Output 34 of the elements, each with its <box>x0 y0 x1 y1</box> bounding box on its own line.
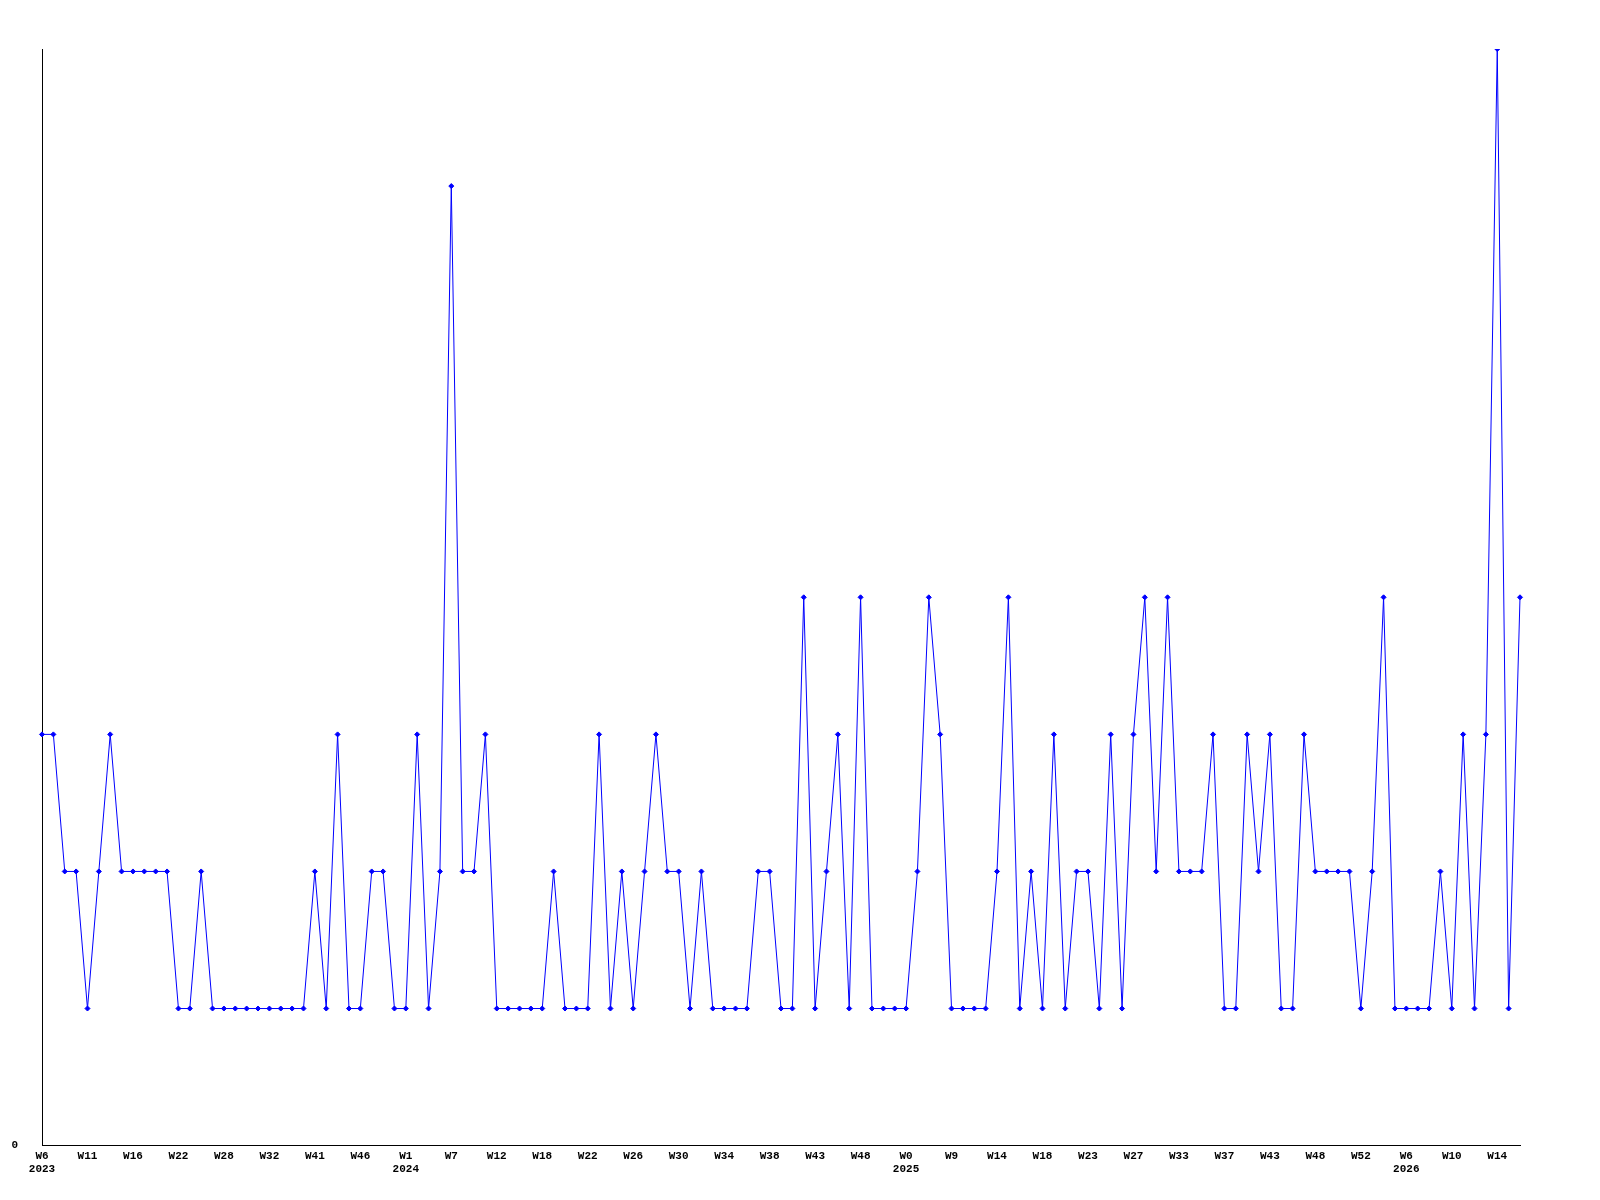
x-tick-label: W22 <box>168 1149 189 1162</box>
x-tick-label: W38 <box>759 1149 780 1162</box>
x-tick-label: W16 <box>123 1149 143 1162</box>
x-tick-label: W10 <box>1441 1149 1462 1162</box>
x-tick-label: W34 <box>714 1149 735 1162</box>
x-tick-label: W18 <box>532 1149 553 1162</box>
x-tick-label: W26 <box>623 1149 644 1162</box>
x-tick-label: W43 <box>1259 1149 1281 1162</box>
x-tick-label: W41 <box>304 1149 326 1162</box>
x-tick-label: W14 <box>1487 1149 1508 1162</box>
x-tick-label: W32 <box>259 1149 280 1162</box>
text: 0 <box>11 1139 18 1152</box>
x-tick-label: W14 <box>987 1149 1008 1162</box>
x-tick-label: W1 2024 <box>392 1149 420 1176</box>
x-tick-label: W28 <box>214 1149 235 1162</box>
x-tick-label: W23 <box>1078 1149 1099 1162</box>
x-tick-label: W0 2025 <box>892 1149 920 1176</box>
x-tick-label: W9 <box>944 1149 959 1162</box>
x-tick-label: W22 <box>577 1149 598 1162</box>
x-tick-label: W11 <box>77 1149 98 1162</box>
x-tick-label: W43 <box>805 1149 826 1162</box>
x-tick-label: W52 <box>1350 1149 1371 1162</box>
x-tick-label: W18 <box>1032 1149 1053 1162</box>
x-tick-label: W27 <box>1123 1149 1144 1162</box>
x-tick-label: W46 <box>350 1149 371 1162</box>
x-tick-label: W7 <box>444 1149 458 1162</box>
x-tick-label: W33 <box>1169 1149 1190 1162</box>
x-tick-label: W48 <box>1305 1149 1326 1162</box>
x-tick-label: W30 <box>668 1149 689 1162</box>
x-tick-label: W12 <box>486 1149 507 1162</box>
x-tick-label: W48 <box>850 1149 871 1162</box>
x-tick-label: W6 2026 <box>1393 1149 1420 1176</box>
x-tick-label: W37 <box>1214 1149 1235 1162</box>
x-tick-label: W6 2023 <box>28 1149 56 1176</box>
